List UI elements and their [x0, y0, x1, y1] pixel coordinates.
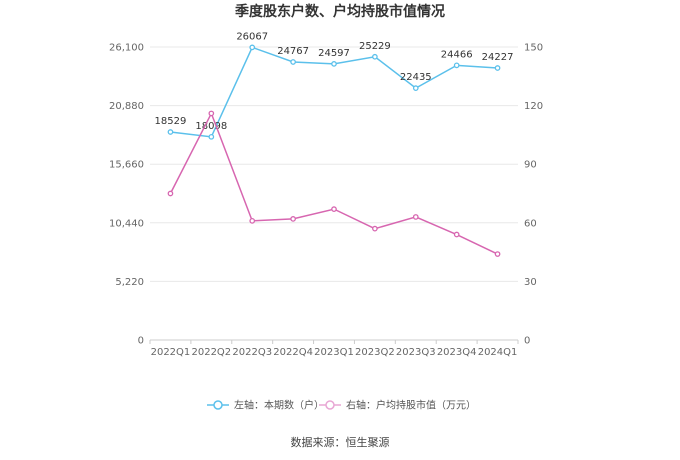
x-tick-label: 2022Q4: [273, 347, 313, 358]
legend-item: 右轴：户均持股市值（万元）: [319, 399, 476, 412]
data-label: 18098: [195, 121, 227, 132]
data-point: [453, 231, 460, 238]
source-note: 数据来源：恒生聚源: [291, 435, 390, 449]
data-point: [494, 251, 501, 257]
data-point: [208, 110, 215, 117]
y-right-tick-label: 90: [524, 160, 537, 171]
data-label: 18529: [155, 116, 187, 127]
data-label: 24466: [441, 49, 473, 60]
x-tick-label: 2023Q2: [355, 347, 395, 358]
legend: 左轴：本期数（户） 右轴：户均持股市值（万元）: [207, 399, 476, 412]
data-point: [331, 61, 337, 67]
y-left-tick-label: 15,660: [109, 160, 144, 171]
y-right-tick-label: 0: [524, 336, 530, 347]
series-right: [167, 110, 501, 257]
data-point: [167, 129, 174, 135]
y-right-tick-label: 120: [524, 101, 543, 112]
data-point: [331, 206, 337, 212]
y-right-tick-label: 60: [524, 218, 537, 229]
data-point: [208, 133, 215, 140]
x-tick-label: 2022Q1: [151, 347, 191, 358]
grid: [150, 46, 518, 341]
legend-marker-icon: [325, 400, 335, 410]
legend-label: 左轴：本期数（户）: [234, 399, 324, 412]
data-label: 24597: [318, 48, 350, 59]
y-left-tick-label: 26,100: [109, 43, 144, 54]
y-left-tick-label: 5,220: [115, 277, 144, 288]
data-point: [249, 44, 256, 51]
y-left-tick-label: 0: [138, 336, 144, 347]
data-label: 26067: [236, 31, 268, 42]
y-right-tick-label: 150: [524, 43, 543, 54]
x-tick-label: 2024Q1: [478, 347, 518, 358]
legend-item: 左轴：本期数（户）: [207, 399, 324, 412]
x-tick-label: 2022Q2: [191, 347, 231, 358]
data-point: [167, 190, 174, 197]
data-label: 22435: [400, 72, 432, 83]
data-point: [249, 217, 256, 224]
legend-label: 右轴：户均持股市值（万元）: [346, 399, 476, 412]
series-layer: 18529 18098 26067 24767 24597 25229 22435 24466…: [155, 31, 514, 257]
x-tick-label: 2023Q1: [314, 347, 354, 358]
y-left-tick-label: 10,440: [109, 218, 144, 229]
y-left-tick-label: 20,880: [109, 101, 144, 112]
data-point: [372, 53, 378, 60]
chart-title: 季度股东户数、户均持股市值情况: [234, 3, 445, 20]
data-point: [290, 216, 296, 222]
data-point: [412, 85, 419, 91]
axes: 0 0 5,220 30 10,440 60 15,660 90 20,880 120 26,100…: [109, 43, 543, 359]
series-line: [169, 111, 498, 255]
data-point: [290, 59, 296, 65]
data-point: [412, 214, 419, 220]
data-label: 24767: [277, 46, 309, 57]
data-point: [494, 65, 501, 71]
x-tick-label: 2023Q4: [437, 347, 477, 358]
data-point: [453, 62, 460, 69]
legend-marker-icon: [213, 400, 223, 410]
x-tick-label: 2023Q3: [396, 347, 436, 358]
data-label: 25229: [359, 41, 391, 52]
data-label: 24227: [482, 52, 514, 63]
series-left: 18529 18098 26067 24767 24597 25229 22435 24466…: [155, 31, 514, 140]
x-tick-label: 2022Q3: [232, 347, 272, 358]
y-right-tick-label: 30: [524, 277, 537, 288]
data-point: [372, 225, 378, 232]
